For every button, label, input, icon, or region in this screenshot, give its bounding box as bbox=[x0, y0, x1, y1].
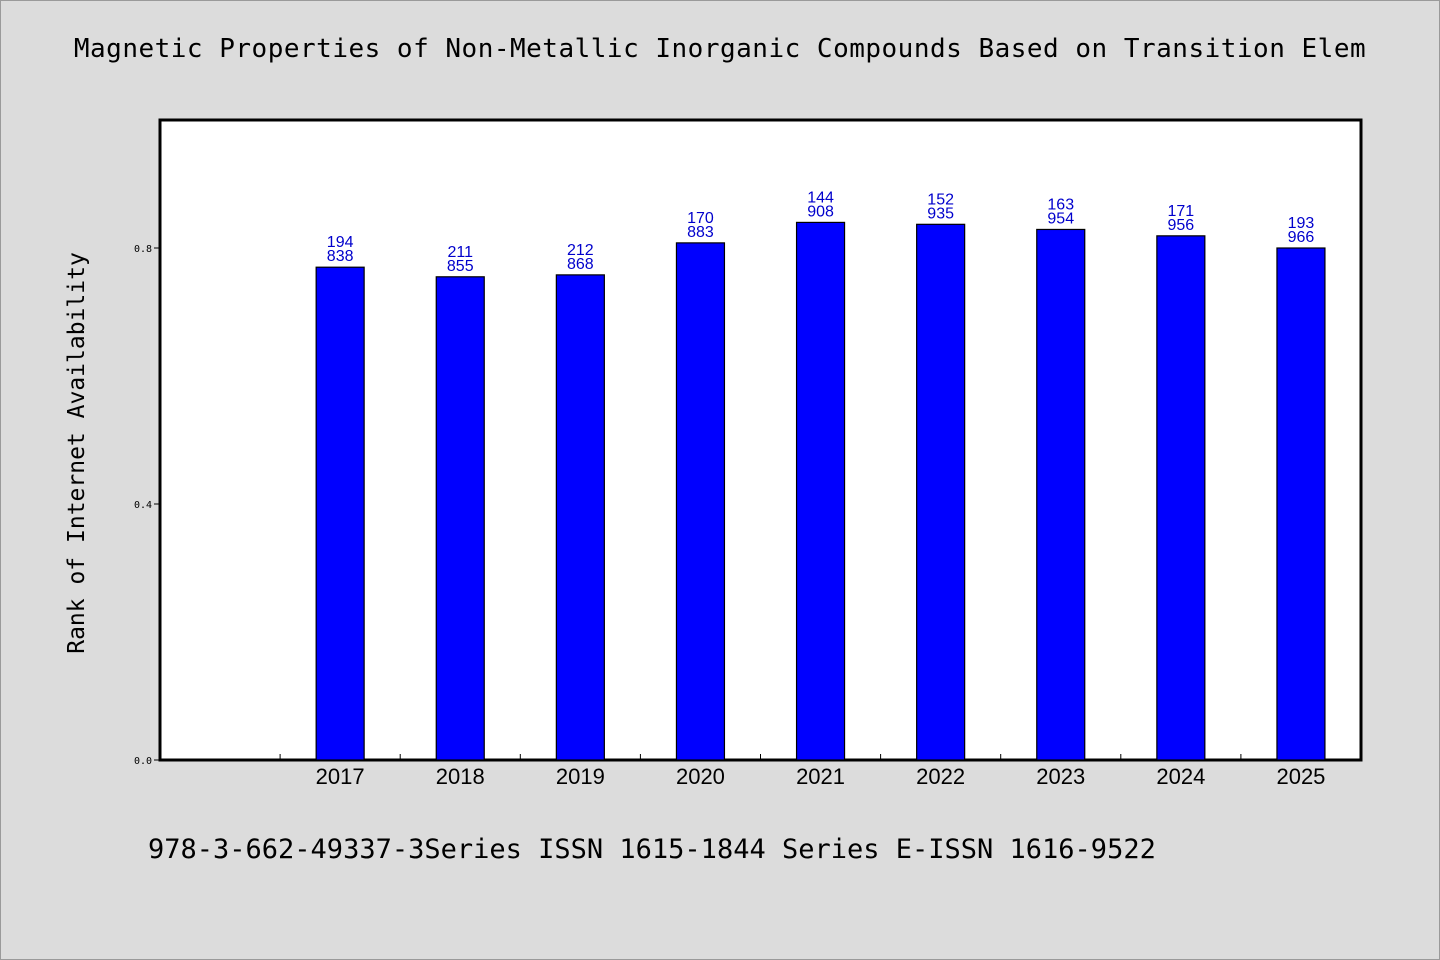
bar-2021 bbox=[795, 221, 846, 761]
bar-2022 bbox=[916, 223, 966, 761]
y-tick-label: 0.8 bbox=[134, 244, 152, 255]
bar-2023 bbox=[1036, 228, 1086, 761]
data-label: 966 bbox=[1288, 229, 1315, 246]
data-label: 855 bbox=[447, 258, 474, 275]
data-label: 152 bbox=[927, 191, 954, 208]
data-label: 868 bbox=[567, 256, 594, 273]
bar-2017 bbox=[315, 266, 365, 761]
x-tick-label: 2019 bbox=[556, 764, 605, 789]
y-tick-label: 0.0 bbox=[134, 756, 152, 767]
data-label: 211 bbox=[447, 244, 473, 261]
data-label: 170 bbox=[687, 210, 714, 227]
bar-2019 bbox=[555, 274, 605, 761]
bar-2018 bbox=[435, 276, 485, 761]
chart-title: Magnetic Properties of Non-Metallic Inor… bbox=[73, 34, 1367, 64]
data-label: 163 bbox=[1047, 196, 1074, 213]
x-tick-label: 2017 bbox=[316, 764, 365, 789]
data-label: 144 bbox=[807, 189, 834, 206]
data-label: 838 bbox=[327, 248, 354, 265]
y-axis-label: Rank of Internet Availability bbox=[64, 252, 90, 654]
footer-text: 978-3-662-49337-3Series ISSN 1615-1844 S… bbox=[148, 834, 1156, 865]
x-tick-label: 2025 bbox=[1276, 764, 1325, 789]
bar-2024 bbox=[1156, 235, 1206, 761]
x-tick-label: 2023 bbox=[1036, 764, 1085, 789]
data-label: 194 bbox=[327, 234, 354, 251]
data-label: 883 bbox=[687, 224, 714, 241]
x-tick-label: 2022 bbox=[916, 764, 965, 789]
data-label: 171 bbox=[1167, 203, 1194, 220]
x-tick-label: 2021 bbox=[796, 764, 845, 789]
x-tick-label: 2024 bbox=[1156, 764, 1205, 789]
x-tick-label: 2020 bbox=[676, 764, 725, 789]
data-label: 908 bbox=[807, 203, 834, 220]
data-label: 193 bbox=[1288, 215, 1315, 232]
bar-2025 bbox=[1276, 247, 1326, 761]
bar-2020 bbox=[675, 242, 726, 761]
data-label: 212 bbox=[567, 242, 594, 259]
data-label: 956 bbox=[1167, 217, 1194, 234]
y-tick-label: 0.4 bbox=[134, 500, 152, 511]
data-label: 935 bbox=[927, 205, 954, 222]
x-tick-label: 2018 bbox=[436, 764, 485, 789]
data-label: 954 bbox=[1047, 210, 1074, 227]
